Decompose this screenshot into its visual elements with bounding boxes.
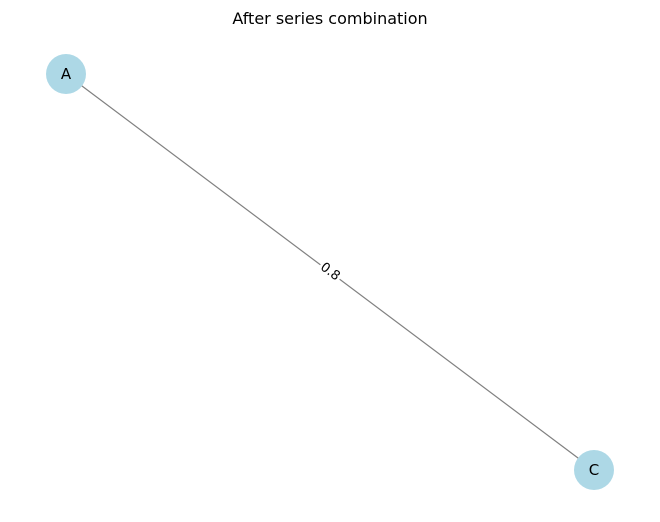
graph-title: After series combination xyxy=(232,9,427,28)
node-a[interactable]: A xyxy=(46,54,86,94)
edge-label-background xyxy=(315,257,345,286)
edge-a-c: 0.8 xyxy=(65,73,595,471)
node-label: A xyxy=(61,65,72,83)
node-circle[interactable] xyxy=(574,450,614,490)
node-label: C xyxy=(589,461,599,479)
node-c[interactable]: C xyxy=(574,450,614,490)
node-circle[interactable] xyxy=(46,54,86,94)
